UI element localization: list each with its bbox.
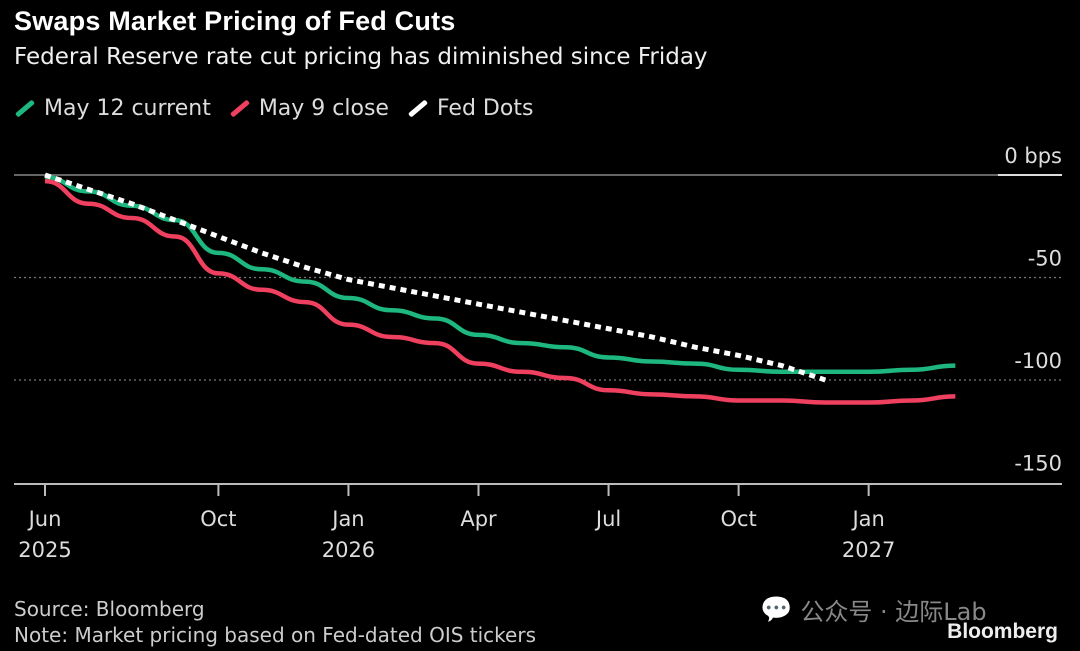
- x-tick-year: 2026: [322, 538, 375, 562]
- note-text: Note: Market pricing based on Fed-dated …: [14, 623, 536, 647]
- legend-item-may9: May 9 close: [229, 96, 389, 121]
- chart-title: Swaps Market Pricing of Fed Cuts: [14, 6, 456, 36]
- legend-item-may12: May 12 current: [14, 96, 211, 121]
- y-tick-label: -100: [1014, 349, 1062, 373]
- series-line-may-9-close: [44, 178, 956, 405]
- y-tick-label: -150: [1014, 452, 1062, 476]
- legend-item-fed-dots: Fed Dots: [407, 96, 533, 121]
- source-text: Source: Bloomberg: [14, 597, 205, 621]
- x-tick-label: Jan: [330, 507, 364, 531]
- chart-subtitle: Federal Reserve rate cut pricing has dim…: [14, 44, 708, 70]
- y-tick-label: 0 bps: [1004, 144, 1062, 168]
- series-line-fed-dots: [44, 172, 827, 383]
- x-tick-label: Jan: [850, 507, 884, 531]
- x-tick-year: 2027: [842, 538, 895, 562]
- wechat-icon: 💬: [760, 594, 793, 625]
- x-tick-year: 2025: [18, 538, 71, 562]
- legend-label: May 12 current: [44, 96, 211, 121]
- x-tick-label: Oct: [720, 507, 756, 531]
- series-line-may-12-current: [44, 174, 956, 375]
- legend: May 12 current May 9 close Fed Dots: [14, 96, 533, 121]
- legend-label: Fed Dots: [436, 96, 534, 121]
- x-tick-label: Jun: [27, 507, 62, 531]
- y-tick-label: -50: [1028, 247, 1062, 271]
- x-tick-label: Oct: [200, 507, 236, 531]
- x-tick-label: Jul: [594, 507, 621, 531]
- x-tick-label: Apr: [460, 507, 497, 531]
- legend-label: May 9 close: [258, 96, 389, 121]
- watermark-text: 公众号 · 边际Lab: [800, 598, 987, 626]
- watermark: 💬 公众号 · 边际Lab: [760, 592, 987, 627]
- bloomberg-logo: Bloomberg: [947, 620, 1058, 643]
